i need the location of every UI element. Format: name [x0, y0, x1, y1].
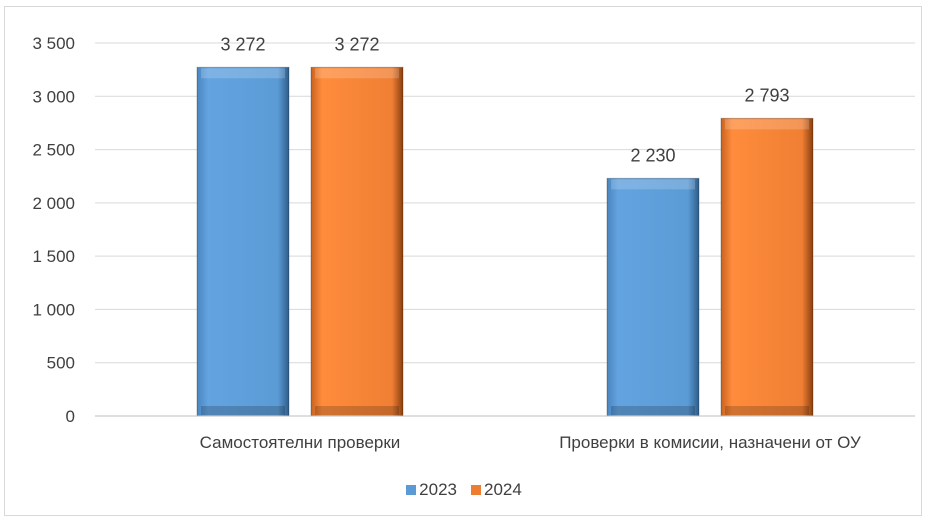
y-axis: 0 500 1 000 1 500 2 000 2 500 3 000 3 500	[32, 34, 75, 426]
x-axis: Самостоятелни проверки Проверки в комисии…	[95, 415, 915, 452]
bar-2023-2	[606, 177, 700, 417]
legend-swatch-2024	[471, 485, 481, 495]
legend-swatch-2023	[406, 485, 417, 495]
bar-bevel-top	[315, 68, 399, 79]
data-label: 2 230	[630, 145, 675, 165]
legend: 2023 2024	[0, 480, 928, 500]
y-tick-label: 1 500	[32, 247, 75, 266]
y-tick-label: 3 000	[32, 87, 75, 106]
bar-bevel-top	[725, 119, 809, 130]
bars	[196, 66, 814, 417]
legend-item-2023: 2023	[406, 480, 457, 500]
y-tick-label: 500	[47, 354, 75, 373]
bar-bevel-top	[201, 68, 285, 79]
y-tick-label: 2 500	[32, 141, 75, 160]
bar-bevel-bottom	[611, 406, 695, 415]
x-category-label: Самостоятелни проверки	[200, 433, 401, 452]
y-tick-label: 0	[66, 407, 75, 426]
y-tick-label: 2 000	[32, 194, 75, 213]
bar-bevel-bottom	[315, 406, 399, 415]
legend-label-2024: 2024	[484, 480, 522, 499]
data-label: 3 272	[334, 34, 379, 54]
bar-bevel-bottom	[725, 406, 809, 415]
legend-label-2023: 2023	[419, 480, 457, 499]
y-tick-label: 3 500	[32, 34, 75, 53]
bar-2023-1	[196, 66, 290, 417]
data-labels: 3 272 3 272 2 230 2 793	[220, 34, 789, 165]
bar-bevel-top	[611, 179, 695, 190]
bar-2024-1	[310, 66, 404, 417]
data-label: 2 793	[744, 85, 789, 105]
x-category-label: Проверки в комисии, назначени от ОУ	[559, 433, 861, 452]
bar-bevel-bottom	[201, 406, 285, 415]
data-label: 3 272	[220, 34, 265, 54]
y-tick-label: 1 000	[32, 300, 75, 319]
bar-2024-2	[720, 117, 814, 417]
legend-item-2024: 2024	[471, 480, 522, 500]
